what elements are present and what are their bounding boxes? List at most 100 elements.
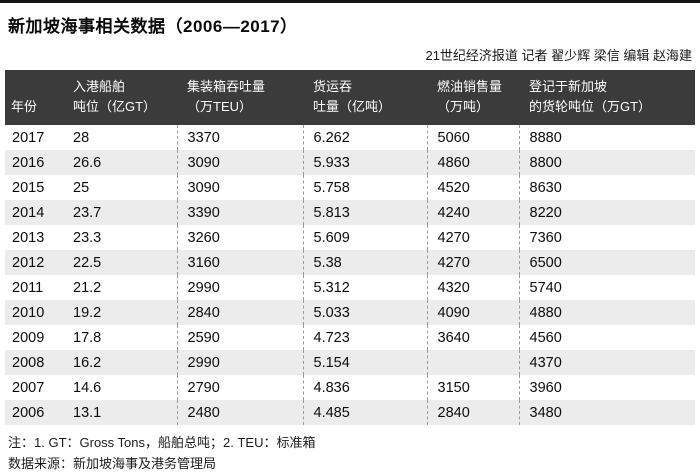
footnote: 注：1. GT：Gross Tons，船舶总吨；2. TEU：标准箱 <box>8 435 316 451</box>
table-row: 2006 13.1 2480 4.485 2840 3480 <box>5 400 695 426</box>
year-cell: 2011 <box>12 279 44 296</box>
value-cell: 5060 <box>426 125 519 151</box>
table-row: 2014 23.7 3390 5.813 4240 8220 <box>5 200 695 226</box>
value-cell: 17.8 <box>73 329 102 346</box>
value-cell: 4320 <box>426 275 519 301</box>
header-line1: 登记于新加坡 <box>529 79 608 94</box>
year-cell: 2014 <box>12 204 45 221</box>
value-cell: 4880 <box>518 300 695 326</box>
data-table: 年份 入港船舶 吨位（亿GT） 集装箱吞吐量 （万TEU） 货运吞 吐量（亿吨）… <box>5 70 695 426</box>
value-cell: 4.723 <box>302 325 427 351</box>
value-cell: 4270 <box>426 250 519 276</box>
value-cell: 22.5 <box>73 254 102 271</box>
table-row: 2007 14.6 2790 4.836 3150 3960 <box>5 375 695 401</box>
value-cell: 2480 <box>176 400 303 426</box>
table-row: 2010 19.2 2840 5.033 4090 4880 <box>5 300 695 326</box>
value-cell: 21.2 <box>73 279 102 296</box>
value-cell: 4.836 <box>302 375 427 401</box>
value-cell: 8220 <box>518 200 695 226</box>
value-cell: 5.38 <box>302 250 427 276</box>
value-cell: 3480 <box>518 400 695 426</box>
year-cell: 2006 <box>12 404 45 421</box>
table-body: 2017 28 3370 6.262 5060 8880 2016 26.6 3090 5.933… <box>5 125 695 426</box>
header-line2: 吨位（亿GT） <box>73 99 157 115</box>
table-header: 年份 入港船舶 吨位（亿GT） 集装箱吞吐量 （万TEU） 货运吞 吐量（亿吨）… <box>5 70 695 126</box>
value-cell: 5740 <box>518 275 695 301</box>
header-line1: 燃油销售量 <box>437 79 503 94</box>
value-cell: 2990 <box>176 350 303 376</box>
value-cell: 8800 <box>518 150 695 176</box>
value-cell: 26.6 <box>73 154 102 171</box>
value-cell: 3640 <box>426 325 519 351</box>
year-cell: 2013 <box>12 229 45 246</box>
value-cell: 5.933 <box>302 150 427 176</box>
year-cell: 2015 <box>12 179 45 196</box>
value-cell: 23.3 <box>73 229 102 246</box>
year-cell: 2008 <box>12 354 45 371</box>
value-cell: 3960 <box>518 375 695 401</box>
value-cell: 5.033 <box>302 300 427 326</box>
year-cell: 2016 <box>12 154 45 171</box>
year-cell: 2010 <box>12 304 45 321</box>
value-cell: 19.2 <box>73 304 102 321</box>
value-cell: 2840 <box>426 400 519 426</box>
value-cell: 7360 <box>518 225 695 251</box>
value-cell: 3260 <box>176 225 303 251</box>
header-line2: 年份 <box>11 99 38 115</box>
value-cell: 3150 <box>426 375 519 401</box>
header-line2: （万TEU） <box>187 99 253 115</box>
value-cell: 28 <box>73 129 90 146</box>
value-cell: 8630 <box>518 175 695 201</box>
value-cell: 14.6 <box>73 379 102 396</box>
col-header-vessel-tonnage: 入港船舶 吨位（亿GT） <box>63 70 177 126</box>
year-cell: 2017 <box>12 129 45 146</box>
value-cell: 6.262 <box>302 125 427 151</box>
value-cell: 2790 <box>176 375 303 401</box>
table-row: 2009 17.8 2590 4.723 3640 4560 <box>5 325 695 351</box>
table-row: 2013 23.3 3260 5.609 4270 7360 <box>5 225 695 251</box>
value-cell: 4520 <box>426 175 519 201</box>
value-cell: 5.154 <box>302 350 427 376</box>
value-cell: 4560 <box>518 325 695 351</box>
table-row: 2011 21.2 2990 5.312 4320 5740 <box>5 275 695 301</box>
value-cell: 3090 <box>176 175 303 201</box>
value-cell: 3160 <box>176 250 303 276</box>
value-cell: 25 <box>73 179 90 196</box>
value-cell: 4270 <box>426 225 519 251</box>
value-cell: 3370 <box>176 125 303 151</box>
col-header-registered-tonnage: 登记于新加坡 的货轮吨位（万GT） <box>519 70 695 126</box>
value-cell: 6500 <box>518 250 695 276</box>
value-cell: 4240 <box>426 200 519 226</box>
value-cell: 3090 <box>176 150 303 176</box>
value-cell: 5.312 <box>302 275 427 301</box>
value-cell: 2590 <box>176 325 303 351</box>
value-cell: 23.7 <box>73 204 102 221</box>
header-line1: 集装箱吞吐量 <box>187 79 266 94</box>
table-row: 2012 22.5 3160 5.38 4270 6500 <box>5 250 695 276</box>
table-row: 2008 16.2 2990 5.154 4370 <box>5 350 695 376</box>
header-line1: 入港船舶 <box>73 79 126 94</box>
header-line2: 的货轮吨位（万GT） <box>529 99 652 115</box>
header-line1: 货运吞 <box>313 79 353 94</box>
table-row: 2015 25 3090 5.758 4520 8630 <box>5 175 695 201</box>
value-cell: 5.758 <box>302 175 427 201</box>
year-cell: 2007 <box>12 379 45 396</box>
byline: 21世纪经济报道 记者 翟少辉 梁信 编辑 赵海建 <box>425 48 692 63</box>
year-cell: 2009 <box>12 329 45 346</box>
value-cell: 4370 <box>518 350 695 376</box>
value-cell: 5.813 <box>302 200 427 226</box>
col-header-cargo-throughput: 货运吞 吐量（亿吨） <box>303 70 427 126</box>
value-cell: 2840 <box>176 300 303 326</box>
page-title: 新加坡海事相关数据（2006—2017） <box>8 17 298 36</box>
value-cell: 5.609 <box>302 225 427 251</box>
col-header-container-throughput: 集装箱吞吐量 （万TEU） <box>177 70 303 126</box>
value-cell: 4.485 <box>302 400 427 426</box>
col-header-year: 年份 <box>5 70 63 126</box>
footer-notes: 注：1. GT：Gross Tons，船舶总吨；2. TEU：标准箱 数据来源：… <box>0 425 700 475</box>
table-row: 2016 26.6 3090 5.933 4860 8800 <box>5 150 695 176</box>
value-cell <box>426 350 519 376</box>
table-row: 2017 28 3370 6.262 5060 8880 <box>5 125 695 151</box>
data-source: 数据来源：新加坡海事及港务管理局 <box>8 456 217 472</box>
value-cell: 13.1 <box>73 404 102 421</box>
